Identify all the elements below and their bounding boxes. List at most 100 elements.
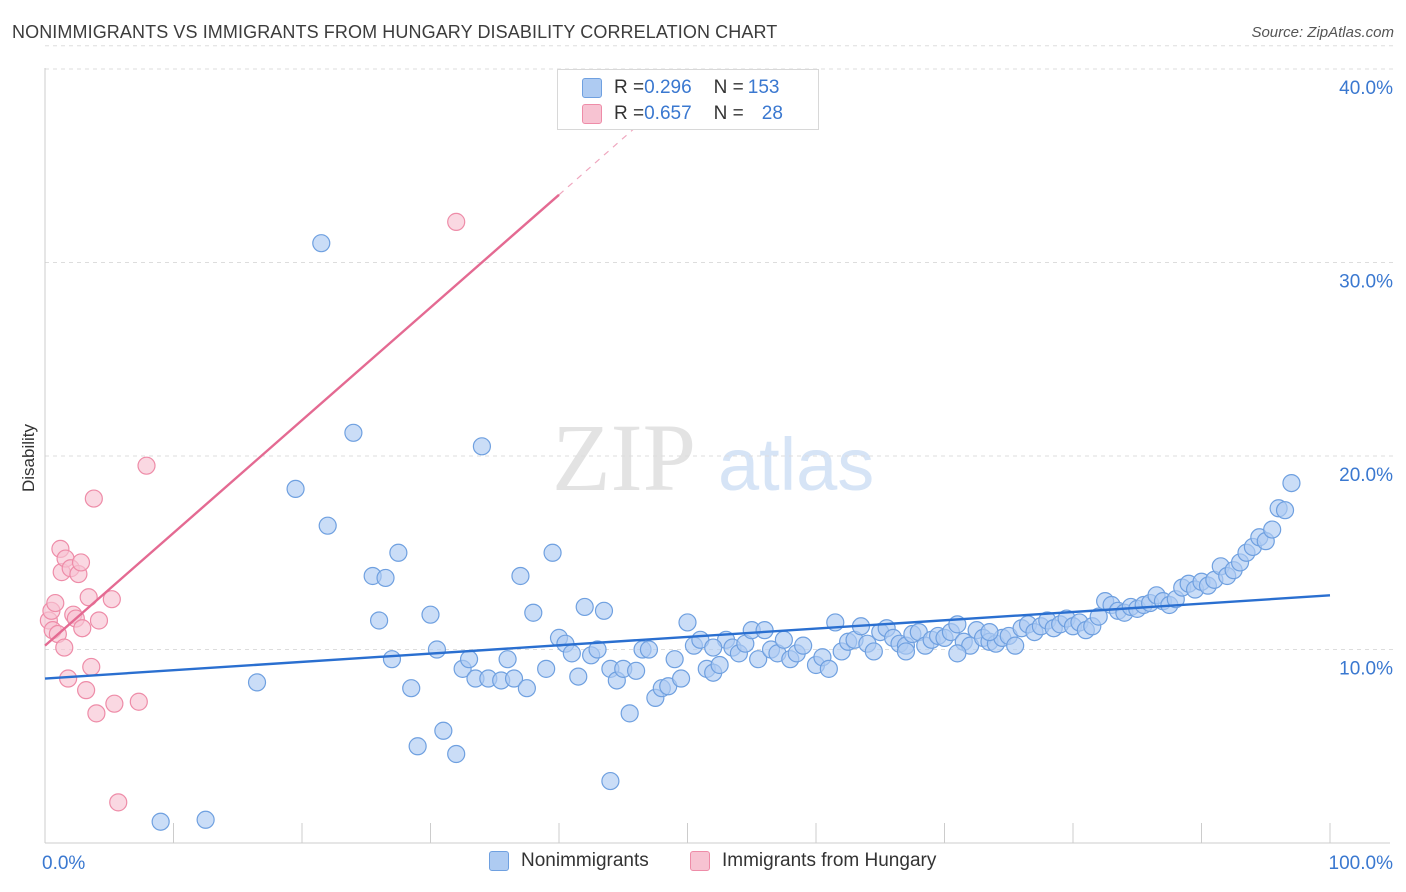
nonimmigrant-point <box>370 611 389 630</box>
nonimmigrant-point <box>639 640 659 659</box>
series-legend: Nonimmigrants Immigrants from Hungary <box>0 850 1406 878</box>
trend-layer <box>44 115 1331 680</box>
nonimmigrant-point <box>896 642 916 661</box>
nonimmigrant-point <box>620 704 639 723</box>
immigrant-point <box>105 694 124 713</box>
chart-source: Source: ZipAtlas.com <box>1251 24 1394 41</box>
legend-n-label: N = <box>713 77 744 98</box>
nonimmigrant-point <box>1089 607 1108 626</box>
nonimmigrant-point <box>151 812 170 831</box>
legend-item-nonimmigrants[interactable]: Nonimmigrants <box>489 850 649 872</box>
nonimmigrant-point <box>537 659 556 678</box>
nonimmigrant-point <box>511 566 530 586</box>
nonimmigrant-point <box>524 603 543 622</box>
nonimmigrant-point <box>421 605 440 624</box>
immigrant-point <box>447 212 466 231</box>
nonimmigrant-point <box>864 642 883 661</box>
nonimmigrant-point <box>434 721 453 740</box>
y-tick-label: 40.0% <box>1339 78 1393 99</box>
legend-swatch-blue <box>489 851 509 871</box>
legend-r-value: 0.296 <box>644 77 692 98</box>
x-tick-label-max: 100.0% <box>1329 853 1394 874</box>
nonimmigrant-point <box>704 638 723 657</box>
nonimmigrant-point <box>594 601 614 620</box>
nonimmigrant-point <box>569 667 588 686</box>
nonimmigrant-point <box>427 640 447 659</box>
nonimmigrant-point <box>504 669 524 688</box>
immigrant-point <box>73 619 92 638</box>
nonimmigrant-point <box>382 650 402 669</box>
legend-item-immigrants-hungary[interactable]: Immigrants from Hungary <box>690 850 936 872</box>
nonimmigrant-point <box>1006 636 1025 655</box>
nonimmigrant-point <box>626 661 646 680</box>
legend-r-value: 0.657 <box>644 103 692 124</box>
nonimmigrant-point <box>1282 474 1301 493</box>
nonimmigrant-point <box>774 630 793 649</box>
legend-n-label: N = <box>713 103 744 124</box>
immigrant-point <box>71 553 91 572</box>
nonimmigrant-point <box>819 659 838 678</box>
legend-r-label: R = <box>614 77 645 98</box>
nonimmigrant-point <box>601 771 620 791</box>
immigrant-point <box>102 590 121 609</box>
nonimmigrant-point <box>588 640 607 659</box>
label-layer: 10.0% 20.0% 30.0% 40.0% 0.0% 100.0% Disability <box>19 78 1393 874</box>
nonimmigrant-trendline <box>44 594 1331 680</box>
immigrant-point <box>82 657 101 677</box>
immigrant-point <box>87 704 106 723</box>
y-tick-label: 20.0% <box>1339 465 1393 486</box>
nonimmigrant-point <box>678 613 697 632</box>
nonimmigrant-point <box>196 810 215 829</box>
legend-row-immigrants: R = 0.657 N = 28 <box>582 101 783 127</box>
nonimmigrant-point <box>447 744 466 764</box>
immigrant-trendline <box>44 193 560 647</box>
nonimmigrant-point <box>459 650 479 669</box>
nonimmigrant-point <box>312 234 331 253</box>
nonimmigrant-point <box>755 621 774 640</box>
points-layer <box>39 212 1301 831</box>
watermark-zip: ZIP <box>552 404 696 511</box>
nonimmigrant-point <box>575 597 594 617</box>
axis-layer <box>44 68 1390 844</box>
immigrant-point <box>109 793 128 812</box>
immigrant-point <box>46 593 65 613</box>
nonimmigrant-point <box>562 644 581 663</box>
legend-swatch-pink <box>582 104 602 124</box>
nonimmigrant-point <box>671 669 691 688</box>
watermark-atlas: atlas <box>718 423 874 506</box>
legend-n-value: 153 <box>747 77 780 98</box>
legend-swatch-pink <box>690 851 710 871</box>
grid-layer <box>45 45 1393 651</box>
legend-swatch-blue <box>582 78 602 98</box>
nonimmigrant-point <box>665 650 684 669</box>
nonimmigrant-point <box>948 644 967 663</box>
nonimmigrant-point <box>498 650 517 669</box>
y-tick-label: 30.0% <box>1339 272 1393 293</box>
nonimmigrant-point <box>1263 520 1282 539</box>
nonimmigrant-point <box>710 655 729 675</box>
nonimmigrant-point <box>408 737 427 756</box>
nonimmigrant-point <box>749 650 768 669</box>
nonimmigrant-point <box>543 543 562 562</box>
nonimmigrant-point <box>318 516 337 535</box>
immigrant-point <box>55 638 74 657</box>
y-axis-label: Disability <box>19 423 38 492</box>
nonimmigrant-point <box>376 568 395 588</box>
immigrant-point <box>84 489 103 508</box>
nonimmigrant-point <box>517 679 536 698</box>
nonimmigrant-point <box>1275 501 1295 520</box>
legend-label-immigrants-hungary: Immigrants from Hungary <box>722 850 937 871</box>
legend-label-nonimmigrants: Nonimmigrants <box>521 850 649 871</box>
watermark: ZIP atlas <box>552 404 874 511</box>
immigrant-point <box>129 692 148 711</box>
correlation-legend: R = 0.296 N = 153 R = 0.657 N = 28 <box>557 69 819 130</box>
legend-row-nonimmigrants: R = 0.296 N = 153 <box>582 75 779 101</box>
nonimmigrant-point <box>247 673 267 692</box>
immigrant-point <box>89 611 109 630</box>
immigrant-point <box>137 456 156 475</box>
nonimmigrant-point <box>402 679 421 698</box>
nonimmigrant-point <box>344 423 363 442</box>
nonimmigrant-point <box>980 622 999 642</box>
y-tick-label: 10.0% <box>1339 659 1393 680</box>
